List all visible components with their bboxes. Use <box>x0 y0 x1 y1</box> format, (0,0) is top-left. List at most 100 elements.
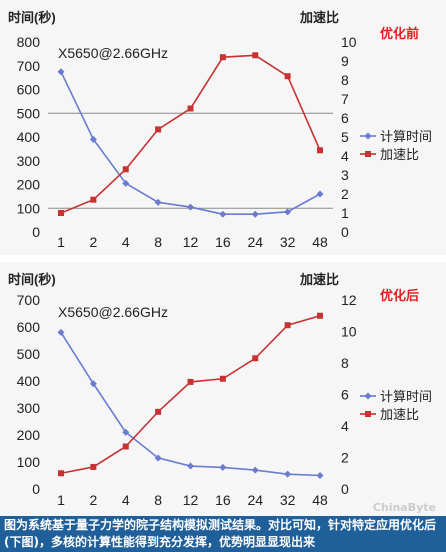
y2-tick-label: 10 <box>341 324 357 340</box>
data-point-compute-time <box>316 190 324 198</box>
data-point-compute-time <box>154 198 162 206</box>
data-point-speedup <box>284 73 291 80</box>
y-tick-label: 600 <box>17 319 41 335</box>
data-point-speedup <box>317 147 323 154</box>
x-tick-label: 24 <box>247 234 263 250</box>
x-tick-label: 8 <box>154 492 162 508</box>
x-tick-label: 24 <box>247 492 263 508</box>
y-tick-label: 300 <box>17 400 41 416</box>
data-point-compute-time <box>284 470 292 478</box>
y2-tick-label: 10 <box>341 34 357 50</box>
data-point-compute-time <box>122 428 130 436</box>
data-point-speedup <box>187 378 194 385</box>
x-tick-label: 16 <box>215 492 231 508</box>
data-point-compute-time <box>89 380 97 388</box>
y-axis-title: 时间(秒) <box>8 10 56 25</box>
y-tick-label: 400 <box>17 373 41 389</box>
y-tick-label: 100 <box>17 200 41 216</box>
y-tick-label: 800 <box>17 34 41 50</box>
x-tick-label: 2 <box>89 492 97 508</box>
legend-marker <box>365 151 371 157</box>
chart-panel-before: 0 100 200 300 400 500 600 700 800 0 1 2 3 4 5 6 7 8 9 10 1 2 4… <box>0 0 446 255</box>
chart-panel-after: 0 100 200 300 400 500 600 700 0 2 4 6 8 10 12 1 2 4 8 12 16 2… <box>0 262 446 517</box>
data-point-compute-time <box>122 179 130 187</box>
x-tick-label: 48 <box>312 492 328 508</box>
data-point-compute-time <box>219 210 227 218</box>
data-point-speedup <box>187 105 194 112</box>
data-point-compute-time <box>251 466 259 474</box>
data-point-compute-time <box>154 454 162 462</box>
y2-tick-label: 3 <box>341 167 349 183</box>
y2-tick-label: 5 <box>341 129 349 145</box>
y2-tick-label: 1 <box>341 205 349 221</box>
data-point-compute-time <box>284 208 292 216</box>
y-tick-label: 200 <box>17 427 41 443</box>
data-point-speedup <box>155 408 162 415</box>
x-tick-label: 12 <box>183 492 199 508</box>
legend-label: 加速比 <box>380 407 419 422</box>
y-tick-label: 400 <box>17 129 41 145</box>
y2-tick-label: 9 <box>341 53 349 69</box>
y2-tick-label: 12 <box>341 292 357 308</box>
data-point-speedup <box>58 470 64 477</box>
legend-label: 加速比 <box>380 147 419 162</box>
data-point-speedup <box>90 196 97 203</box>
y-tick-label: 500 <box>17 105 41 121</box>
y-tick-label: 100 <box>17 454 41 470</box>
y-tick-label: 700 <box>17 58 41 74</box>
x-tick-label: 4 <box>122 234 130 250</box>
legend-label: 计算时间 <box>380 129 432 144</box>
y-tick-label: 600 <box>17 82 41 98</box>
y2-tick-label: 2 <box>341 186 349 202</box>
x-tick-label: 1 <box>57 492 65 508</box>
y-tick-label: 200 <box>17 177 41 193</box>
data-point-speedup <box>317 312 323 319</box>
y2-tick-label: 8 <box>341 355 349 371</box>
x-tick-label: 16 <box>215 234 231 250</box>
x-tick-label: 32 <box>280 234 296 250</box>
y2-tick-label: 4 <box>341 418 349 434</box>
y2-tick-label: 8 <box>341 72 349 88</box>
data-point-speedup <box>252 355 259 362</box>
data-point-compute-time <box>219 463 227 471</box>
chart-annotation: X5650@2.66GHz <box>58 304 168 320</box>
legend-marker <box>364 132 372 140</box>
y-tick-label: 0 <box>32 224 40 240</box>
data-point-compute-time <box>57 328 65 336</box>
x-tick-label: 48 <box>312 234 328 250</box>
legend-marker <box>364 392 372 400</box>
data-point-speedup <box>122 166 129 173</box>
x-tick-label: 2 <box>89 234 97 250</box>
data-point-speedup <box>155 126 162 133</box>
legend-label: 计算时间 <box>380 389 432 404</box>
y2-tick-label: 7 <box>341 91 349 107</box>
legend-marker <box>365 411 371 417</box>
x-tick-label: 32 <box>280 492 296 508</box>
data-point-speedup <box>58 210 64 216</box>
x-tick-label: 4 <box>122 492 130 508</box>
series-line-speedup <box>60 54 321 214</box>
y-tick-label: 300 <box>17 153 41 169</box>
y2-tick-label: 6 <box>341 110 349 126</box>
chart-title: 优化前 <box>380 26 419 41</box>
data-point-compute-time <box>187 462 194 470</box>
y2-axis-title: 加速比 <box>299 10 339 25</box>
figure-caption: 图为系统基于量子力学的院子结构模拟测试结果。对比可知，针对特定应用优化后(下图)… <box>0 516 446 552</box>
chart-title: 优化后 <box>380 288 419 303</box>
y-tick-label: 0 <box>32 481 40 497</box>
series-line-compute-time <box>60 331 321 477</box>
y2-tick-label: 0 <box>341 481 349 497</box>
y2-axis-title: 加速比 <box>299 272 339 287</box>
y2-tick-label: 4 <box>341 148 349 164</box>
data-point-speedup <box>90 463 97 470</box>
x-tick-label: 12 <box>183 234 199 250</box>
x-tick-label: 8 <box>154 234 162 250</box>
data-point-compute-time <box>57 68 65 76</box>
chart-annotation: X5650@2.66GHz <box>58 45 168 61</box>
watermark: ChinaByte <box>372 501 436 514</box>
data-point-speedup <box>284 322 291 329</box>
data-point-speedup <box>252 52 259 59</box>
y-tick-label: 700 <box>17 292 41 308</box>
y2-tick-label: 0 <box>341 224 349 240</box>
